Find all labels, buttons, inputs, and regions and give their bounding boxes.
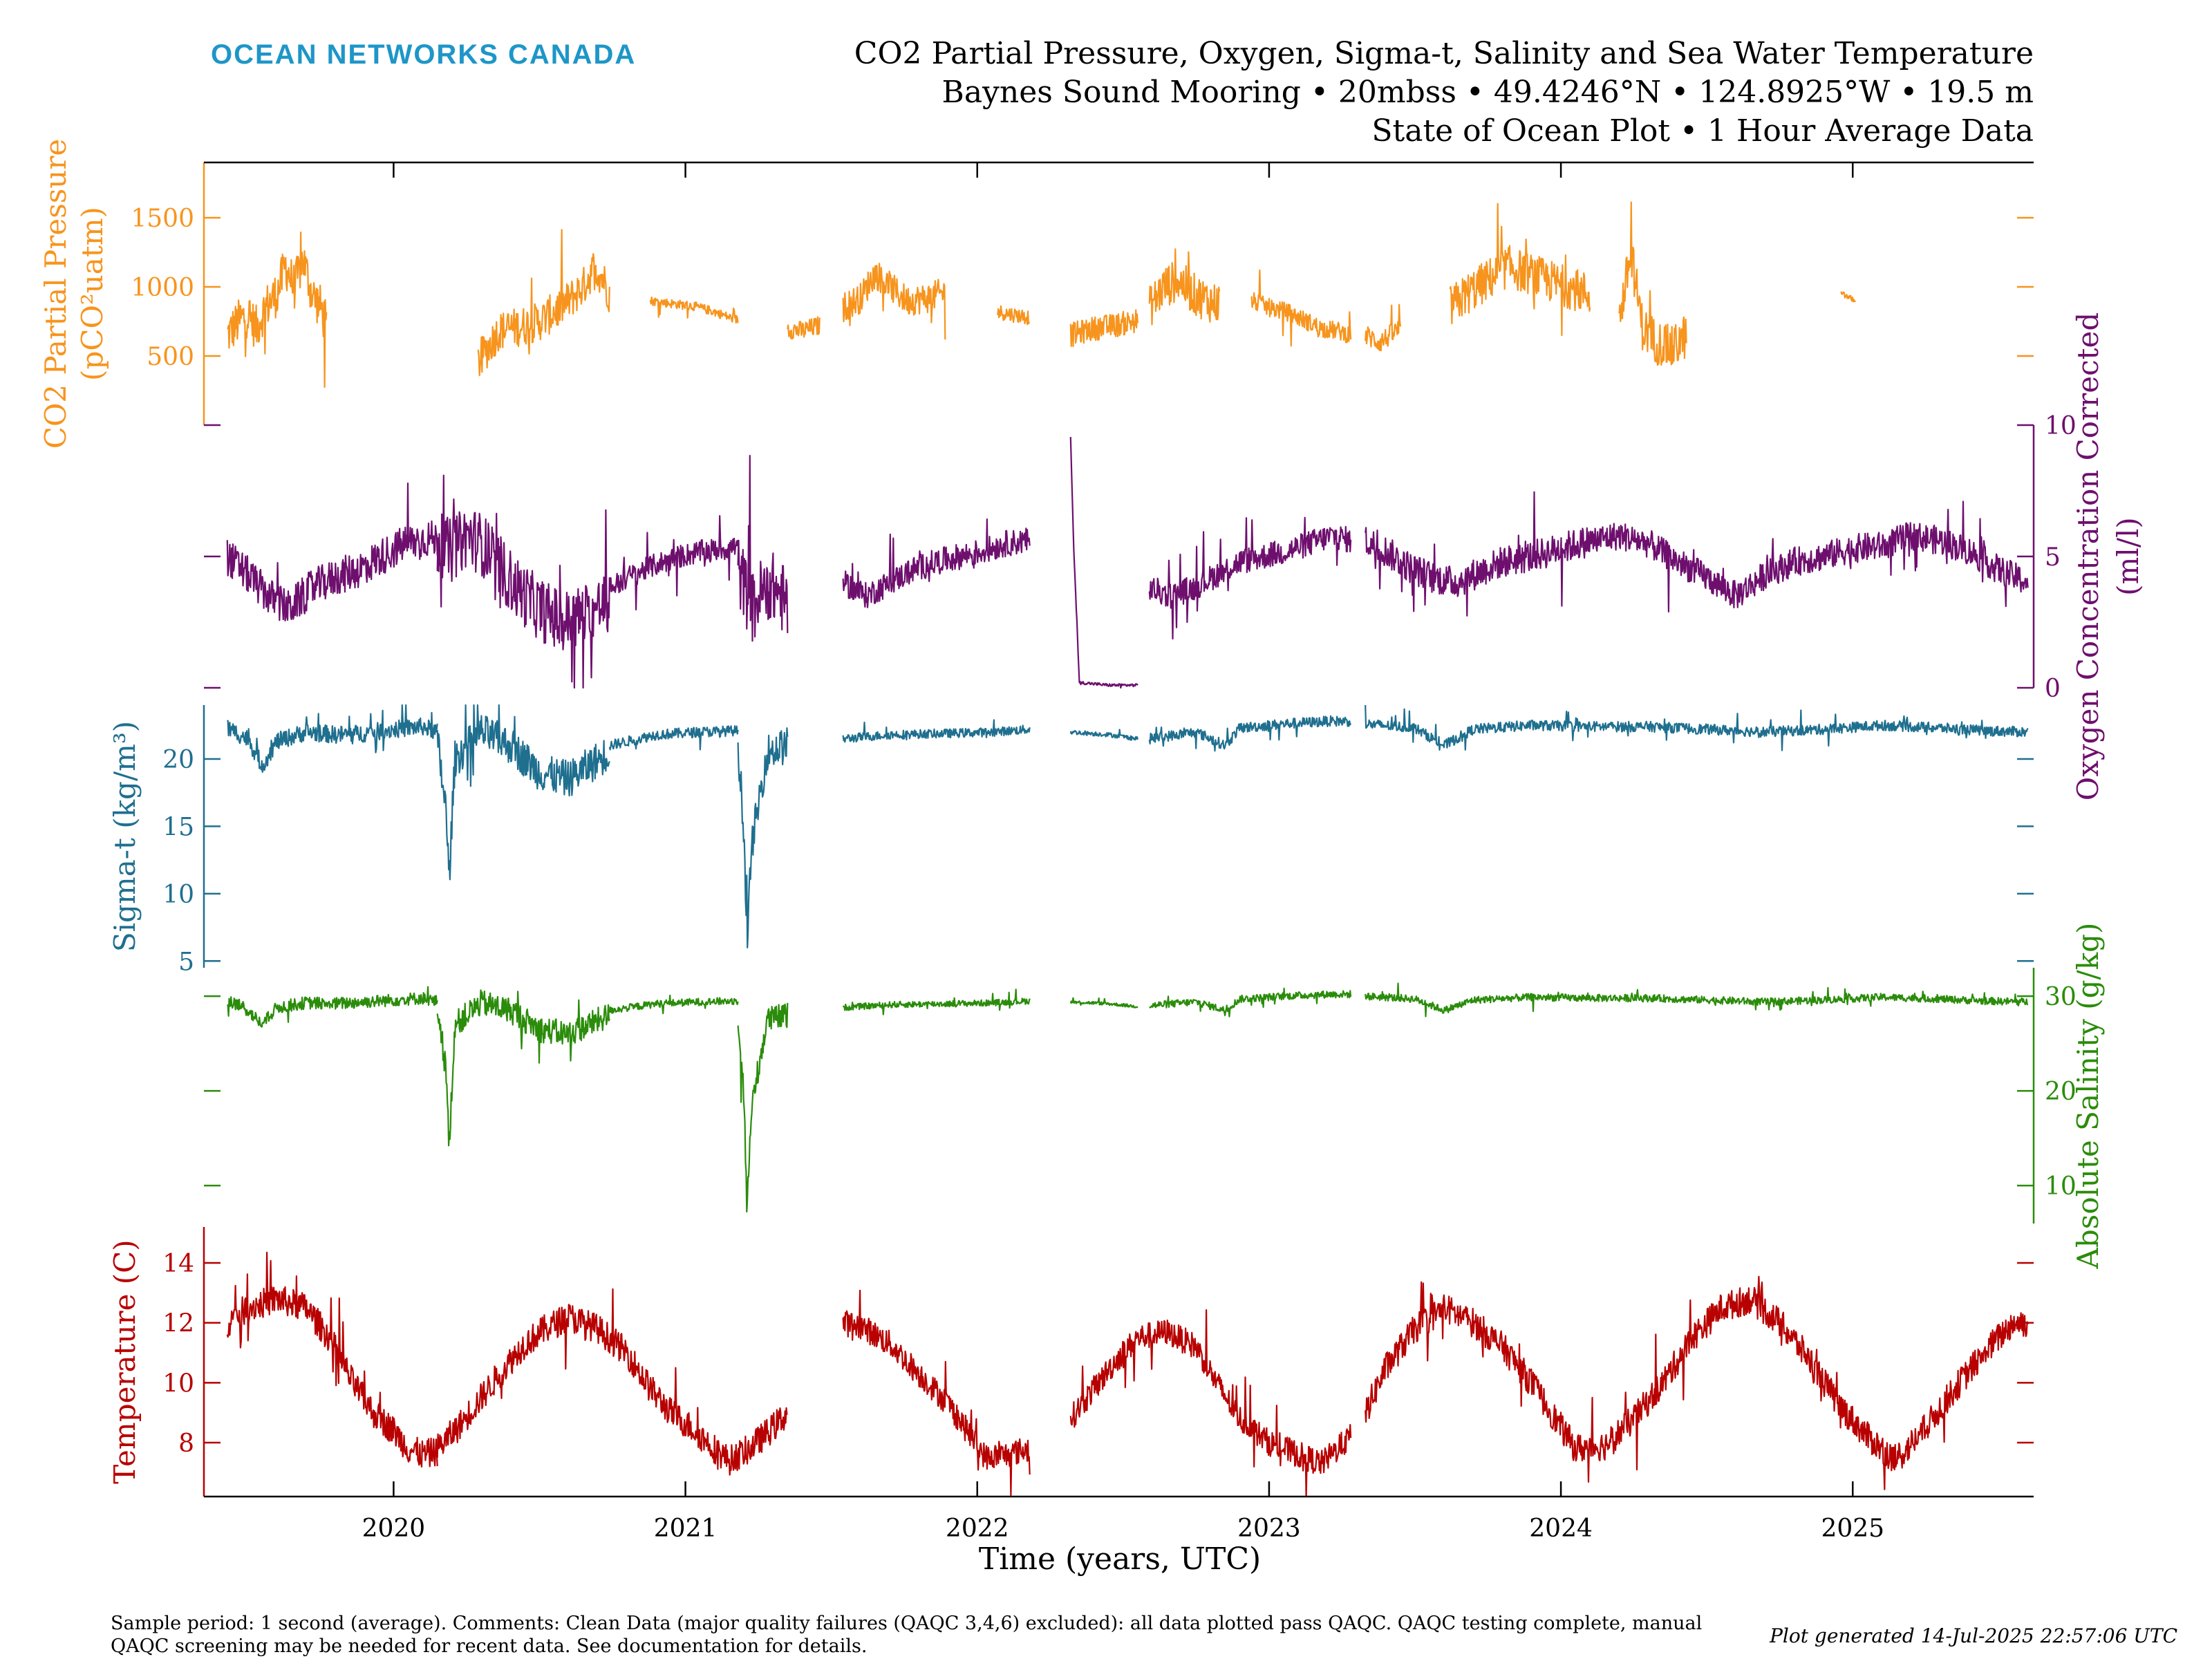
co2-series-line — [997, 305, 1030, 326]
salinity-series-line — [737, 1002, 789, 1213]
oxygen-y-tick-label: 5 — [2045, 543, 2061, 572]
chart-subtitle-type: State of Ocean Plot • 1 Hour Average Dat… — [1371, 113, 2034, 149]
footer-generated-timestamp: Plot generated 14-Jul-2025 22:57:06 UTC — [1769, 1624, 2177, 1647]
co2-series-line — [1840, 291, 1856, 303]
co2-y-tick-label: 500 — [147, 343, 194, 371]
co2-series-line — [1250, 269, 1352, 347]
co2-series-line — [1069, 309, 1138, 348]
x-tick-label: 2022 — [946, 1515, 1009, 1543]
salinity-series-line — [226, 986, 438, 1028]
oxygen-series-line — [436, 474, 610, 689]
sigma-y-tick-label: 10 — [162, 881, 194, 909]
salinity-series-line — [436, 989, 610, 1147]
x-tick-label: 2025 — [1821, 1515, 1884, 1543]
footer-comment-line-1: Sample period: 1 second (average). Comme… — [111, 1613, 1702, 1634]
temperature-panel — [226, 1251, 2029, 1498]
temperature-y-tick-label: 12 — [162, 1310, 194, 1338]
oxygen-y-axis-label: Oxygen Concentration Corrected — [2071, 312, 2105, 800]
co2-series-line — [477, 229, 610, 377]
oxygen-series-line — [842, 518, 1031, 608]
salinity-series-line — [1365, 982, 2029, 1018]
co2-y-tick-label: 1000 — [131, 274, 194, 302]
salinity-y-tick-label: 30 — [2045, 983, 2077, 1011]
x-tick-label: 2021 — [654, 1515, 718, 1543]
salinity-y-tick-label: 10 — [2045, 1172, 2077, 1201]
oxygen-y-axis-label: (ml/l) — [2111, 517, 2145, 596]
oxygen-series-line — [1589, 500, 2029, 613]
footer-comment-line-2: QAQC screening may be needed for recent … — [111, 1635, 867, 1657]
oxygen-series-line — [1365, 491, 1591, 617]
co2-series-line — [1449, 203, 1591, 337]
sigma-panel — [227, 704, 2029, 948]
chart-header: OCEAN NETWORKS CANADA CO2 Partial Pressu… — [211, 36, 2034, 149]
oxygen-series-line — [1069, 437, 1138, 689]
sigma-series-line — [842, 719, 1031, 743]
co2-y-axis-label: CO2 Partial Pressure — [39, 139, 73, 449]
co2-series-line — [1148, 248, 1221, 326]
x-tick-label: 2020 — [362, 1515, 426, 1543]
co2-series-line — [649, 296, 739, 324]
salinity-y-tick-label: 20 — [2045, 1078, 2077, 1106]
co2-y-axis-label: (pCO²uatm) — [75, 207, 109, 381]
oxygen-panel — [226, 437, 2029, 689]
x-axis-label: Time (years, UTC) — [979, 1541, 1261, 1577]
sigma-series-line — [1148, 715, 1352, 752]
sigma-y-tick-label: 5 — [178, 948, 194, 976]
temperature-series-line — [436, 1288, 788, 1476]
temperature-series-line — [842, 1289, 1031, 1497]
co2-series-line — [1365, 303, 1401, 352]
temperature-y-tick-label: 10 — [162, 1369, 194, 1398]
oxygen-series-line — [737, 455, 789, 642]
sigma-y-tick-label: 20 — [162, 746, 194, 774]
salinity-y-axis-label: Absolute Salinity (g/kg) — [2071, 923, 2105, 1270]
chart-panels — [226, 201, 2029, 1498]
temperature-series-line — [226, 1251, 438, 1468]
x-tick-label: 2024 — [1529, 1515, 1593, 1543]
co2-panel — [227, 201, 1856, 388]
oxygen-series-line — [1148, 516, 1352, 640]
sigma-y-tick-label: 15 — [162, 813, 194, 841]
sigma-series-line — [608, 725, 739, 751]
chart-subtitle-location: Baynes Sound Mooring • 20mbss • 49.4246°… — [941, 75, 2034, 110]
sigma-series-line — [1365, 704, 2029, 751]
sigma-series-line — [737, 727, 789, 948]
x-tick-label: 2023 — [1237, 1515, 1301, 1543]
sigma-series-line — [227, 704, 438, 774]
oxygen-series-line — [226, 482, 438, 621]
sigma-series-line — [436, 704, 610, 881]
salinity-series-line — [1069, 997, 1138, 1009]
temperature-series-line — [1365, 1275, 2029, 1490]
co2-series-line — [842, 263, 946, 340]
co2-series-line — [787, 316, 821, 340]
salinity-panel — [226, 982, 2029, 1213]
oxygen-series-line — [608, 515, 739, 611]
salinity-series-line — [1149, 987, 1352, 1018]
oxygen-y-tick-label: 10 — [2045, 412, 2077, 440]
temperature-y-tick-label: 8 — [178, 1430, 194, 1458]
sigma-y-axis-label: Sigma-t (kg/m³) — [108, 721, 142, 952]
brand-logo-text: OCEAN NETWORKS CANADA — [211, 39, 636, 70]
chart-footer: Time (years, UTC) Sample period: 1 secon… — [111, 1541, 2177, 1657]
salinity-series-line — [608, 994, 739, 1015]
temperature-series-line — [1069, 1309, 1352, 1498]
temperature-y-axis-label: Temperature (C) — [108, 1239, 142, 1483]
co2-series-line — [227, 231, 328, 388]
co2-series-line — [1618, 201, 1687, 366]
sigma-series-line — [1069, 729, 1138, 741]
oxygen-y-tick-label: 0 — [2045, 675, 2061, 703]
co2-y-tick-label: 1500 — [131, 205, 194, 233]
salinity-series-line — [842, 988, 1031, 1015]
chart-axes: 500 1000 1500 CO2 Partial Pressure (pCO²uatm… — [39, 139, 2145, 1543]
chart-title: CO2 Partial Pressure, Oxygen, Sigma-t, S… — [854, 36, 2034, 71]
temperature-y-tick-label: 14 — [162, 1250, 194, 1278]
